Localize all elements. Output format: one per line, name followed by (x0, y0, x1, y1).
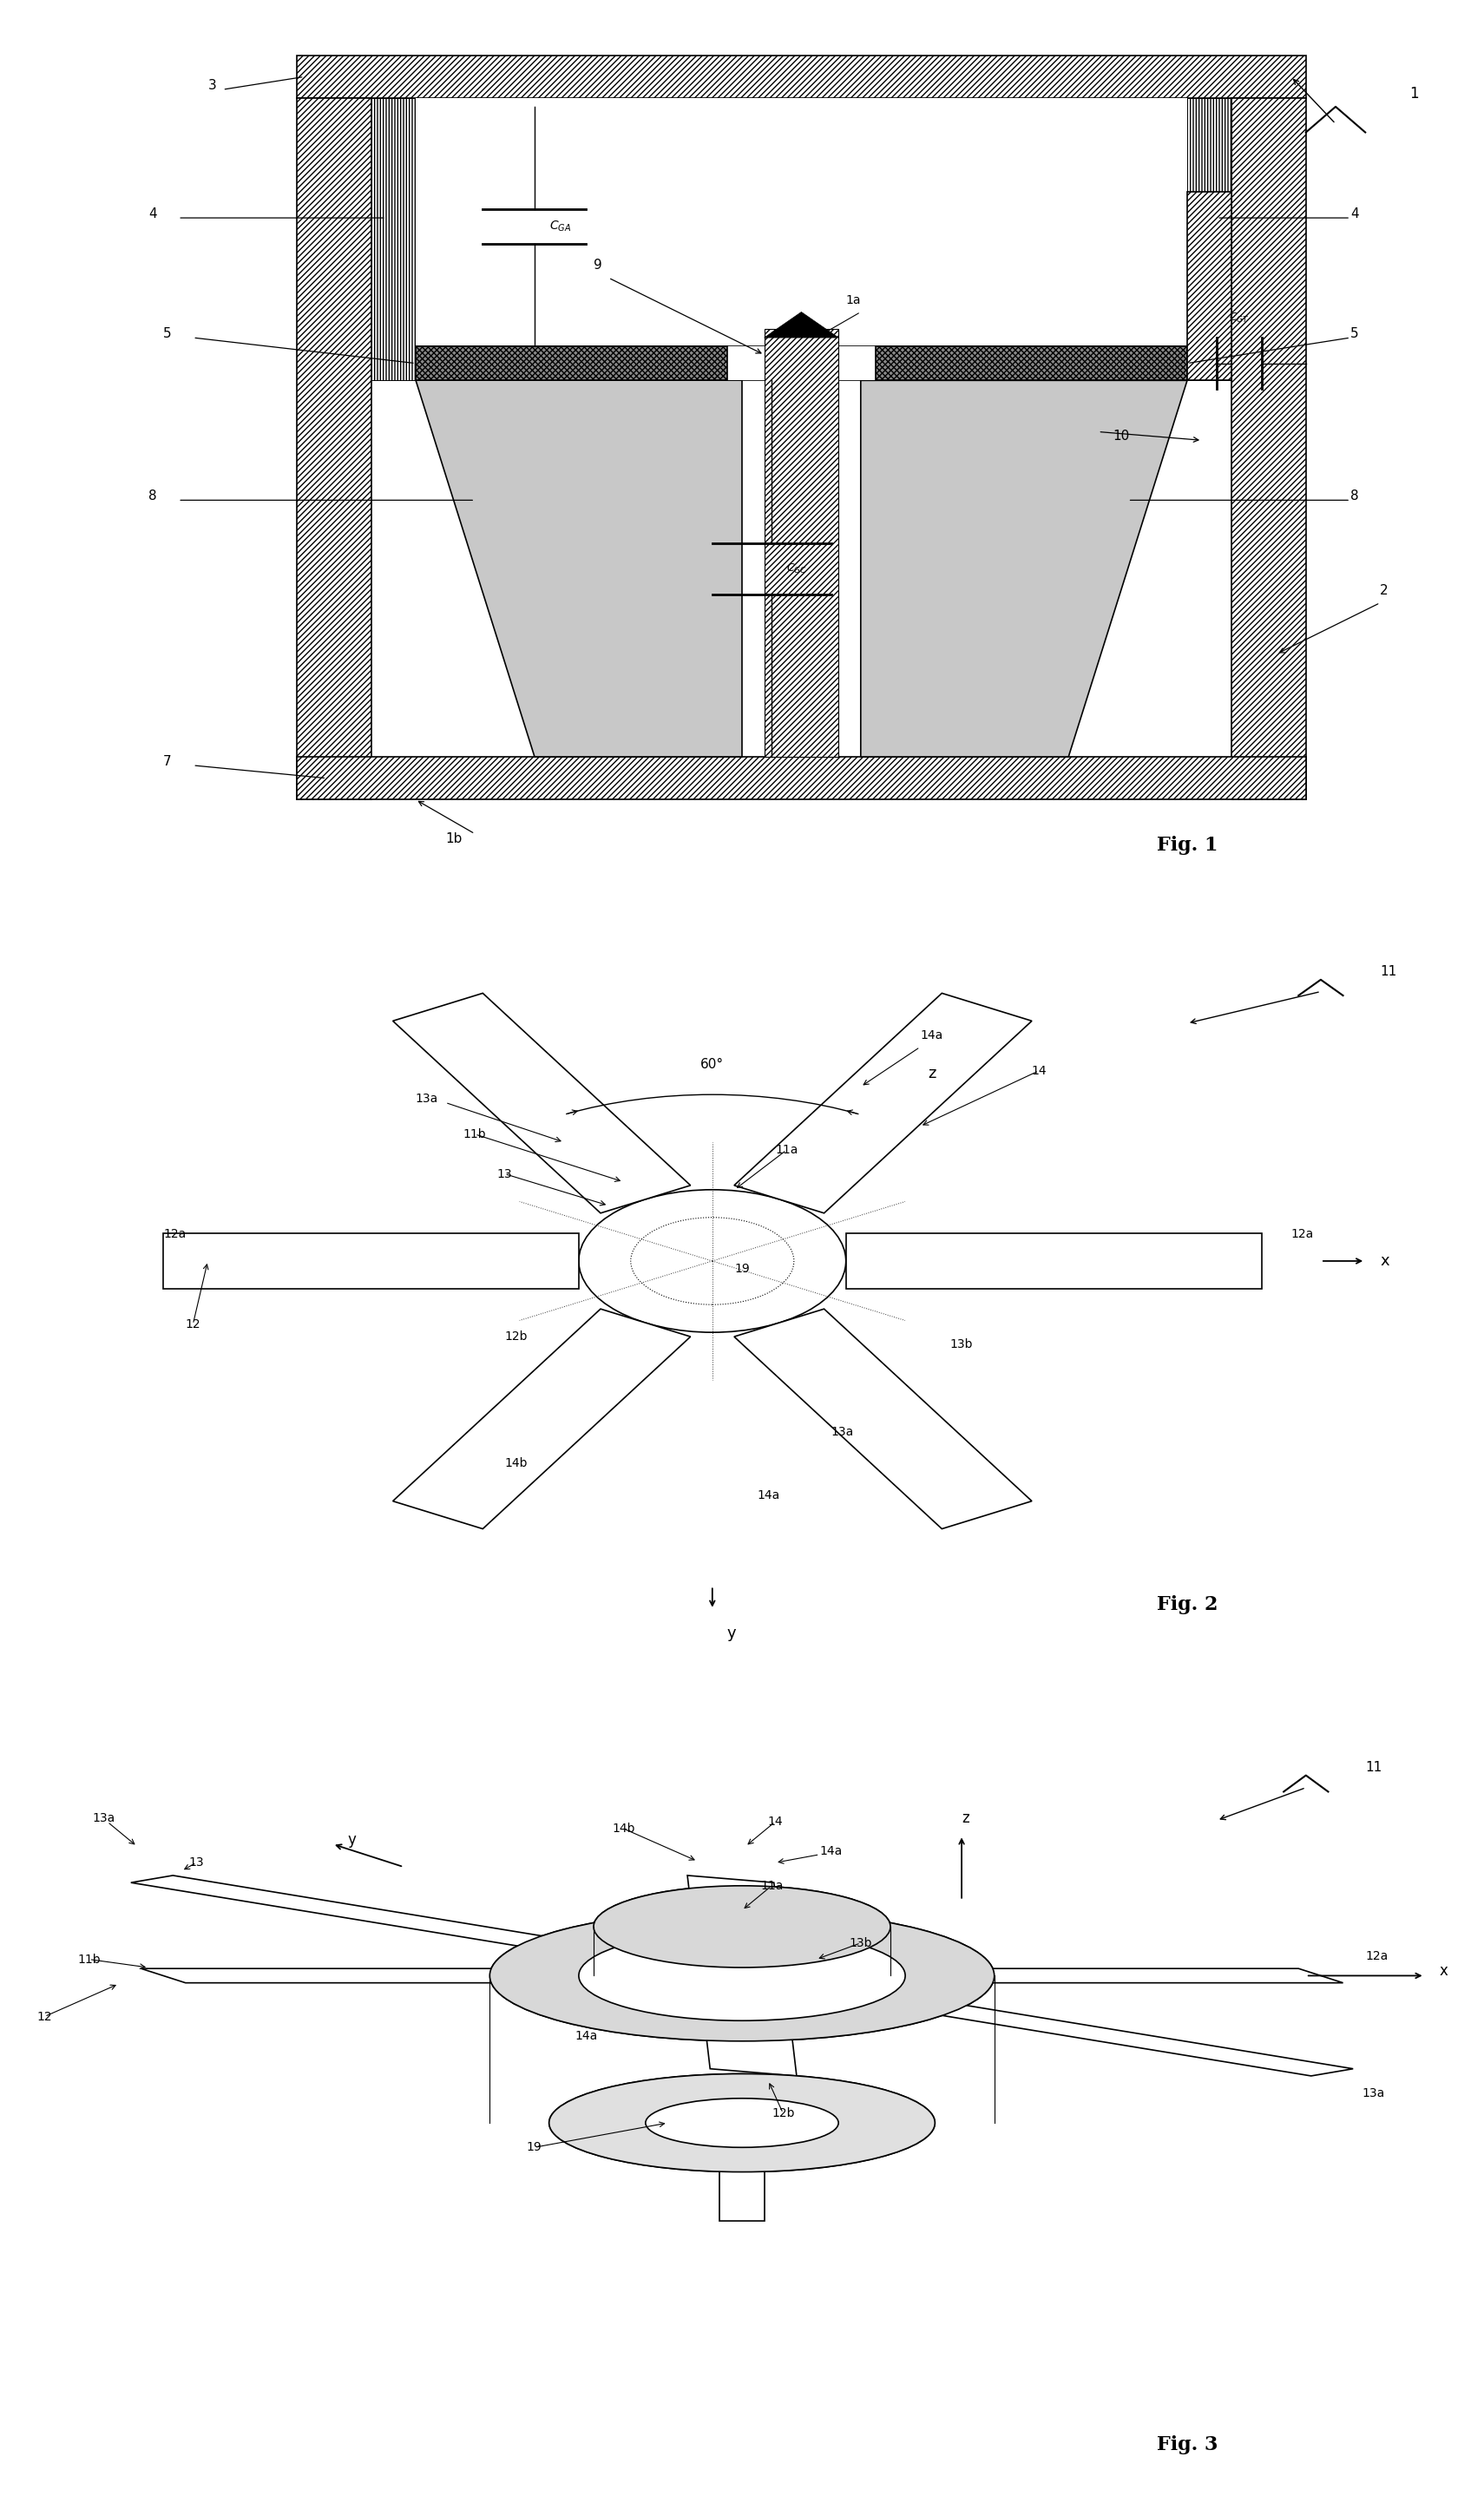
Polygon shape (1232, 98, 1306, 800)
Text: 11b: 11b (77, 1952, 101, 1965)
Text: 14a: 14a (757, 1489, 779, 1502)
Polygon shape (141, 1968, 601, 1983)
Text: 14: 14 (1031, 1064, 1046, 1077)
Text: y: y (727, 1625, 736, 1640)
Polygon shape (297, 757, 1306, 800)
Text: 13a: 13a (831, 1427, 853, 1439)
Bar (720, 2124, 764, 2222)
Ellipse shape (646, 2098, 838, 2146)
Text: 60°: 60° (700, 1057, 724, 1072)
Text: 12b: 12b (505, 1331, 527, 1344)
Text: 13: 13 (497, 1167, 512, 1180)
Polygon shape (297, 55, 1306, 98)
Text: 11: 11 (1380, 966, 1396, 979)
Text: z: z (928, 1067, 935, 1082)
Text: Fig. 1: Fig. 1 (1156, 835, 1218, 855)
Text: 1a: 1a (846, 294, 861, 307)
Text: 13b: 13b (950, 1339, 972, 1351)
Polygon shape (887, 2000, 1353, 2076)
Text: 7: 7 (163, 755, 172, 767)
Text: 12a: 12a (1365, 1950, 1388, 1962)
Text: 14b: 14b (505, 1457, 527, 1469)
Text: 14b: 14b (611, 1822, 635, 1834)
Ellipse shape (594, 1887, 890, 1968)
Text: Fig. 2: Fig. 2 (1156, 1595, 1218, 1615)
Polygon shape (764, 312, 838, 337)
Text: 11b: 11b (463, 1127, 487, 1140)
Text: 1: 1 (1410, 86, 1419, 101)
Text: 11a: 11a (760, 1879, 784, 1892)
Ellipse shape (549, 2073, 935, 2171)
Text: Fig. 3: Fig. 3 (1156, 2435, 1218, 2453)
Ellipse shape (490, 1910, 994, 2040)
Polygon shape (297, 98, 371, 800)
Ellipse shape (490, 1910, 994, 2040)
Text: 14: 14 (767, 1817, 784, 1827)
Text: 4: 4 (148, 206, 157, 221)
Text: 11a: 11a (775, 1145, 798, 1157)
Text: 13a: 13a (92, 1812, 116, 1824)
Text: 2: 2 (1380, 584, 1389, 596)
Text: 11: 11 (1365, 1761, 1382, 1774)
Text: 19: 19 (527, 2141, 542, 2154)
Text: $C_{GT}$: $C_{GT}$ (1229, 312, 1250, 325)
Polygon shape (735, 994, 1031, 1213)
Polygon shape (393, 994, 690, 1213)
Polygon shape (1187, 191, 1232, 380)
Text: 14a: 14a (576, 2030, 598, 2043)
Text: 12a: 12a (163, 1228, 186, 1240)
Polygon shape (861, 380, 1187, 757)
Text: 14a: 14a (920, 1029, 942, 1042)
Text: 12a: 12a (1291, 1228, 1313, 1240)
Text: 14a: 14a (819, 1844, 843, 1857)
Polygon shape (416, 380, 742, 757)
Ellipse shape (579, 1930, 905, 2020)
Polygon shape (371, 98, 416, 380)
Ellipse shape (646, 2098, 838, 2146)
Polygon shape (416, 347, 1187, 380)
Text: 13a: 13a (1362, 2088, 1385, 2098)
Text: z: z (962, 1812, 969, 1827)
Polygon shape (764, 330, 838, 757)
Text: 13b: 13b (849, 1937, 873, 1950)
Polygon shape (416, 347, 727, 380)
Polygon shape (883, 1968, 1343, 1983)
Ellipse shape (549, 2073, 935, 2171)
Text: 13a: 13a (416, 1092, 438, 1105)
Polygon shape (702, 2000, 797, 2076)
Text: 8: 8 (1350, 491, 1359, 503)
Text: 19: 19 (735, 1263, 749, 1276)
Text: y: y (347, 1832, 356, 1847)
Polygon shape (735, 1308, 1031, 1530)
Polygon shape (393, 1308, 690, 1530)
Polygon shape (1187, 98, 1232, 380)
Text: 4: 4 (1350, 206, 1359, 221)
Text: $C_{GA}$: $C_{GA}$ (549, 219, 571, 234)
Polygon shape (131, 1874, 597, 1952)
Text: 8: 8 (148, 491, 157, 503)
Text: 10: 10 (1113, 430, 1129, 443)
Bar (727, 347, 876, 380)
Text: 9: 9 (594, 259, 603, 272)
Text: 1b: 1b (445, 833, 462, 845)
Text: 5: 5 (1350, 327, 1359, 340)
Text: 12b: 12b (772, 2108, 794, 2118)
Text: 3: 3 (208, 78, 217, 93)
Ellipse shape (579, 1930, 905, 2020)
Text: 5: 5 (163, 327, 172, 340)
Text: x: x (1439, 1962, 1448, 1980)
Polygon shape (876, 347, 1187, 380)
Polygon shape (163, 1233, 579, 1288)
Text: 13: 13 (188, 1857, 205, 1869)
Polygon shape (846, 1233, 1261, 1288)
Text: $C_{GC}$: $C_{GC}$ (787, 561, 807, 576)
Polygon shape (687, 1874, 782, 1952)
Text: 12: 12 (37, 2010, 52, 2023)
Text: 12: 12 (186, 1318, 200, 1331)
Ellipse shape (594, 1887, 890, 1968)
Bar (416, 98, 1187, 380)
Text: x: x (1380, 1253, 1389, 1268)
